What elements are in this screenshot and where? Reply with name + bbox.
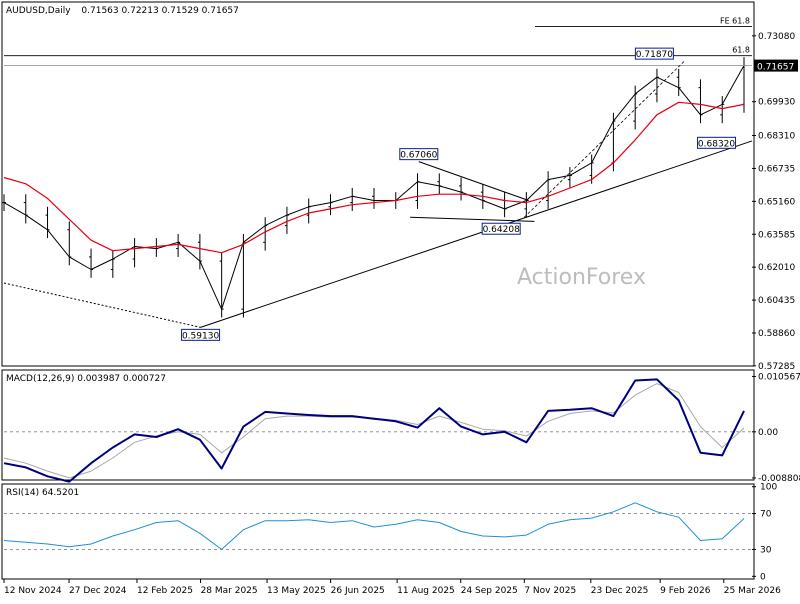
price-y-tick-label: 0.73080: [758, 32, 795, 42]
rsi-y-tick-label: 100: [760, 483, 777, 493]
fib-level-label: 61.8: [732, 46, 750, 55]
price-panel-frame: [1, 1, 755, 367]
macd-layer: [3, 378, 752, 483]
rsi-panel-frame: [1, 483, 755, 580]
current-price-tag-label: 0.71657: [757, 63, 794, 73]
price-y-tick-label: 0.57285: [758, 362, 795, 372]
dotted-trendline: [3, 282, 201, 328]
current-price-tag: [754, 59, 798, 72]
x-axis-tick-label: 7 Nov 2025: [524, 586, 576, 596]
fib-level-label: FE 61.8: [720, 16, 750, 25]
macd-panel-frame: [1, 369, 755, 481]
rsi-y-tick-label: 30: [760, 545, 772, 555]
price-y-tick-label: 0.66735: [758, 164, 795, 174]
x-axis-tick-label: 13 May 2025: [267, 586, 326, 596]
price-annotation-box: [181, 328, 221, 341]
x-axis-tick-label: 26 Jun 2025: [331, 586, 385, 596]
fib-projection-line: [524, 60, 685, 218]
long-term-trendline: [200, 140, 753, 328]
price-y-tick-label: 0.65160: [758, 197, 795, 207]
rsi-title: RSI(14) 64.5201: [6, 488, 79, 498]
triangle-upper-line: [418, 161, 529, 201]
price-y-tick-label: 0.62010: [758, 263, 795, 273]
triangle-lower-line: [410, 216, 535, 222]
price-annotation-label: 0.67060: [400, 151, 437, 161]
macd-main-line: [3, 378, 745, 483]
x-axis-tick-label: 23 Dec 2025: [591, 586, 649, 596]
watermark-text: ActionForex: [517, 265, 646, 290]
macd-y-tick-label: -0.008808: [758, 474, 800, 484]
rsi-y-tick-label: 0: [760, 572, 766, 582]
macd-y-tick-label: 0.010567: [758, 372, 800, 382]
rsi-line: [3, 502, 745, 550]
price-annotation-label: 0.68320: [698, 139, 735, 149]
macd-title: MACD(12,26,9) 0.003987 0.000727: [6, 374, 166, 384]
price-close-line: [3, 65, 745, 310]
x-axis-tick-label: 24 Sep 2025: [461, 586, 518, 596]
x-axis-tick-label: 11 Aug 2025: [397, 586, 455, 596]
price-annotation-box: [697, 136, 737, 149]
x-axis-tick-label: 28 Mar 2025: [201, 586, 258, 596]
price-annotation-label: 0.59130: [182, 331, 219, 341]
x-axis-tick-label: 9 Feb 2026: [660, 586, 711, 596]
price-y-tick-label: 0.60435: [758, 296, 795, 306]
price-y-tick-label: 0.58860: [758, 329, 795, 339]
price-y-tick-label: 0.69930: [758, 98, 795, 108]
price-y-tick-label: 0.63585: [758, 230, 795, 240]
symbol-title: AUDUSD,Daily 0.71563 0.72213 0.71529 0.7…: [6, 6, 239, 16]
axis-layer: 0.73080 0.69930 0.68310 0.66735 0.65160 0.635…: [3, 32, 800, 596]
moving-average-line: [3, 101, 745, 254]
symbol-label: AUDUSD,Daily: [6, 6, 71, 16]
price-y-tick-label: 0.68310: [758, 132, 795, 142]
price-annotation-label: 0.64208: [483, 225, 520, 235]
x-axis-tick-label: 12 Feb 2025: [137, 586, 193, 596]
x-axis-tick-label: 27 Dec 2024: [69, 586, 127, 596]
x-axis-tick-label: 12 Nov 2024: [4, 586, 62, 596]
rsi-y-tick-label: 70: [760, 510, 772, 520]
price-annotation-label: 0.71870: [636, 50, 673, 60]
price-annotation-box: [399, 148, 439, 161]
price-layer: FE 61.8 61.8 0.59130 0.67060 0.64208 0.71870 0…: [2, 16, 753, 341]
x-axis-tick-label: 25 Mar 2026: [724, 586, 781, 596]
price-annotation-box: [634, 47, 674, 60]
ohlc-values: 0.71563 0.72213 0.71529 0.71657: [81, 6, 238, 16]
macd-y-tick-label: 0.00: [758, 428, 778, 438]
price-annotation-box: [481, 222, 521, 235]
rsi-layer: [3, 502, 752, 550]
